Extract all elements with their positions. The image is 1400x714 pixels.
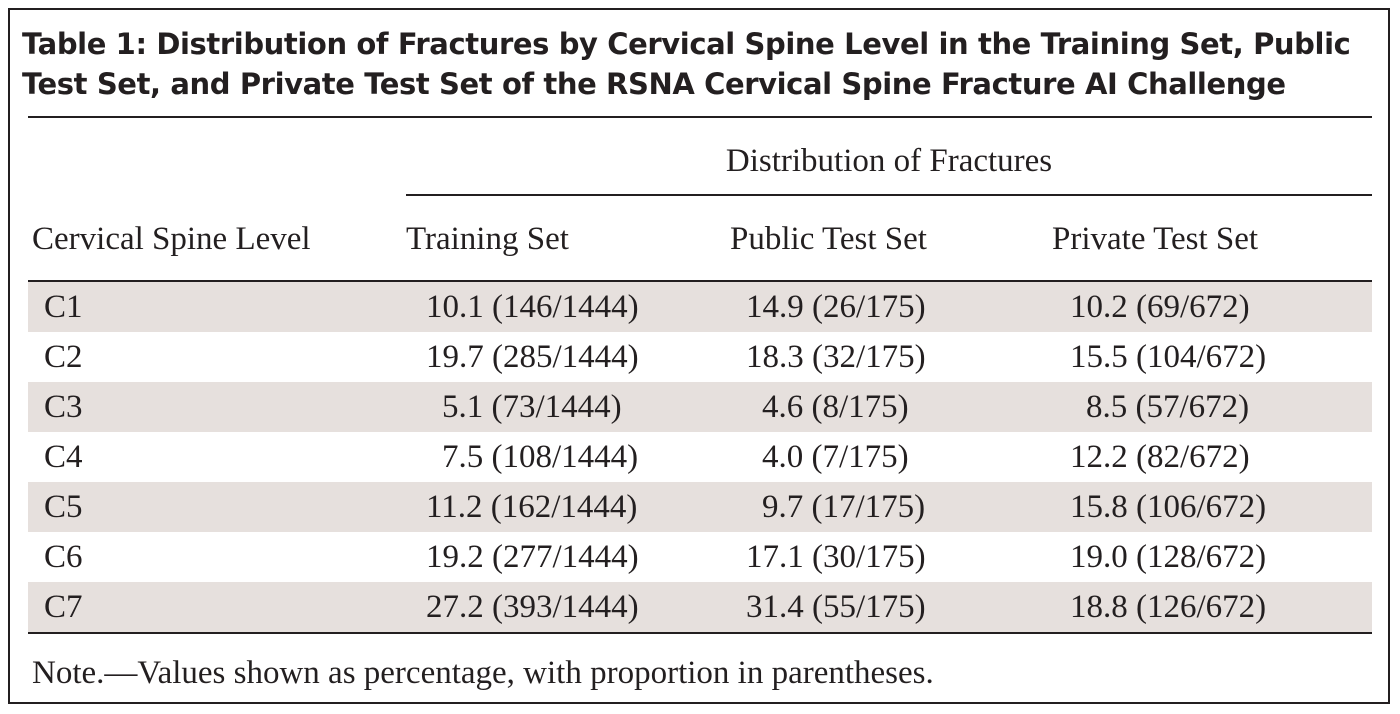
cell-training: 19.2 (277/1444)	[426, 539, 639, 575]
cell-level: C7	[44, 589, 83, 625]
cell-public: 31.4 (55/175)	[746, 589, 926, 625]
cell-level: C3	[44, 389, 83, 425]
cell-level: C1	[44, 289, 83, 325]
table-row: C3 5.1 (73/1444) 4.6 (8/175) 8.5 (57/672…	[28, 382, 1372, 432]
cell-public: 18.3 (32/175)	[746, 339, 926, 375]
bottom-rule	[28, 632, 1372, 634]
table-title: Table 1: Distribution of Fractures by Ce…	[22, 27, 1351, 101]
cell-public: 9.7 (17/175)	[762, 489, 926, 525]
cell-training: 11.2 (162/1444)	[426, 489, 638, 525]
table-row: C4 7.5 (108/1444) 4.0 (7/175) 12.2 (82/6…	[28, 432, 1372, 482]
column-header-public: Public Test Set	[730, 221, 927, 257]
cell-level: C6	[44, 539, 83, 575]
cell-training: 27.2 (393/1444)	[426, 589, 639, 625]
cell-public: 4.6 (8/175)	[762, 389, 909, 425]
table-body: C1 10.1 (146/1444) 14.9 (26/175) 10.2 (6…	[28, 282, 1372, 632]
cell-private: 15.5 (104/672)	[1070, 339, 1267, 375]
cell-private: 12.2 (82/672)	[1070, 439, 1250, 475]
cell-private: 10.2 (69/672)	[1070, 289, 1250, 325]
cell-private: 15.8 (106/672)	[1070, 489, 1267, 525]
top-rule	[28, 116, 1372, 118]
column-header-level: Cervical Spine Level	[32, 221, 311, 257]
cell-public: 14.9 (26/175)	[746, 289, 926, 325]
cell-private: 18.8 (126/672)	[1070, 589, 1267, 625]
table-row: C5 11.2 (162/1444) 9.7 (17/175) 15.8 (10…	[28, 482, 1372, 532]
cell-private: 19.0 (128/672)	[1070, 539, 1267, 575]
cell-private: 8.5 (57/672)	[1086, 389, 1250, 425]
cell-training: 19.7 (285/1444)	[426, 339, 639, 375]
table-row: C2 19.7 (285/1444) 18.3 (32/175) 15.5 (1…	[28, 332, 1372, 382]
spanner-rule	[406, 194, 1372, 196]
table-row: C1 10.1 (146/1444) 14.9 (26/175) 10.2 (6…	[28, 282, 1372, 332]
spanner-header: Distribution of Fractures	[725, 143, 1053, 179]
cell-public: 4.0 (7/175)	[762, 439, 909, 475]
cell-training: 10.1 (146/1444)	[426, 289, 639, 325]
column-header-training: Training Set	[406, 221, 569, 257]
column-header-private: Private Test Set	[1052, 221, 1259, 257]
table-note: Note.—Values shown as percentage, with p…	[32, 655, 934, 691]
cell-level: C4	[44, 439, 83, 475]
cell-public: 17.1 (30/175)	[746, 539, 926, 575]
header-rule	[28, 280, 1372, 282]
cell-training: 5.1 (73/1444)	[442, 389, 622, 425]
table-row: C6 19.2 (277/1444) 17.1 (30/175) 19.0 (1…	[28, 532, 1372, 582]
cell-level: C5	[44, 489, 83, 525]
table-row: C7 27.2 (393/1444) 31.4 (55/175) 18.8 (1…	[28, 582, 1372, 632]
cell-level: C2	[44, 339, 83, 375]
cell-training: 7.5 (108/1444)	[442, 439, 639, 475]
